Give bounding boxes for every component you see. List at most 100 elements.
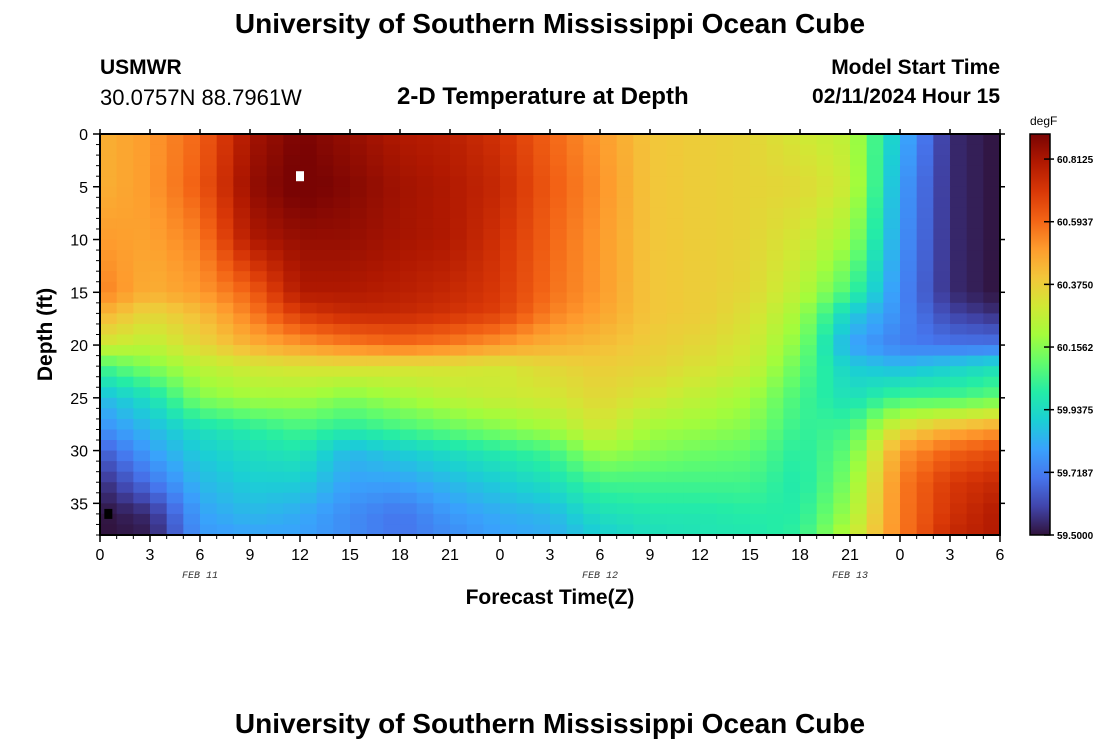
heatmap-cell (500, 440, 518, 452)
heatmap-cell (216, 440, 234, 452)
heatmap-cell (983, 144, 1001, 156)
heatmap-cell (283, 323, 301, 336)
heatmap-cell (300, 144, 318, 156)
heatmap-cell (716, 408, 734, 420)
heatmap-cell (200, 461, 218, 473)
heatmap-cell (983, 271, 1001, 283)
heatmap-cell (433, 271, 451, 283)
heatmap-cell (416, 450, 434, 462)
heatmap-cell (483, 492, 501, 504)
heatmap (100, 134, 1001, 536)
heatmap-cell (666, 482, 684, 494)
heatmap-cell (133, 292, 151, 304)
heatmap-cell (366, 524, 384, 536)
heatmap-cell (133, 302, 151, 314)
heatmap-cell (716, 513, 734, 526)
white-marker (296, 171, 304, 182)
heatmap-cell (250, 418, 268, 431)
heatmap-cell (433, 408, 451, 420)
heatmap-cell (333, 218, 351, 230)
heatmap-cell (333, 440, 351, 452)
heatmap-cell (416, 176, 434, 188)
heatmap-cell (750, 313, 768, 325)
heatmap-cell (450, 323, 468, 336)
heatmap-cell (266, 186, 284, 198)
heatmap-cell (516, 334, 534, 346)
heatmap-cell (766, 228, 784, 241)
heatmap-cell (433, 250, 451, 262)
heatmap-cell (233, 482, 251, 494)
heatmap-cell (616, 134, 634, 146)
heatmap-cell (516, 134, 534, 146)
heatmap-cell (116, 323, 134, 336)
heatmap-cell (683, 482, 701, 494)
heatmap-cell (300, 281, 318, 293)
heatmap-cell (733, 513, 751, 526)
heatmap-cell (433, 429, 451, 441)
heatmap-cell (700, 271, 718, 283)
heatmap-cell (750, 408, 768, 420)
heatmap-cell (533, 271, 551, 283)
heatmap-cell (466, 376, 484, 388)
heatmap-cell (666, 144, 684, 156)
heatmap-cell (933, 144, 951, 156)
heatmap-cell (833, 250, 851, 262)
heatmap-cell (750, 228, 768, 241)
heatmap-cell (433, 281, 451, 293)
heatmap-cell (983, 281, 1001, 293)
heatmap-cell (883, 513, 901, 526)
heatmap-cell (416, 313, 434, 325)
heatmap-cell (250, 429, 268, 441)
heatmap-cell (150, 482, 168, 494)
heatmap-cell (150, 228, 168, 241)
heatmap-cell (650, 376, 668, 388)
heatmap-cell (516, 176, 534, 188)
heatmap-cell (716, 292, 734, 304)
heatmap-cell (516, 440, 534, 452)
heatmap-cell (450, 218, 468, 230)
heatmap-cell (700, 440, 718, 452)
heatmap-cell (916, 492, 934, 504)
heatmap-cell (816, 355, 834, 367)
heatmap-cell (433, 450, 451, 462)
heatmap-cell (983, 228, 1001, 241)
heatmap-cell (216, 524, 234, 536)
heatmap-cell (716, 345, 734, 357)
heatmap-cell (550, 218, 568, 230)
heatmap-cell (833, 440, 851, 452)
heatmap-cell (783, 313, 801, 325)
heatmap-cell (633, 292, 651, 304)
heatmap-cell (333, 366, 351, 378)
heatmap-cell (150, 387, 168, 399)
heatmap-cell (366, 197, 384, 209)
heatmap-cell (250, 271, 268, 283)
heatmap-cell (766, 186, 784, 198)
heatmap-cell (466, 513, 484, 526)
heatmap-cell (350, 165, 368, 177)
heatmap-cell (533, 461, 551, 473)
heatmap-cell (166, 492, 184, 504)
heatmap-cell (533, 302, 551, 314)
heatmap-cell (266, 471, 284, 483)
heatmap-cell (433, 323, 451, 336)
heatmap-cell (516, 376, 534, 388)
heatmap-cell (583, 397, 601, 409)
heatmap-cell (283, 176, 301, 188)
heatmap-cell (816, 239, 834, 251)
heatmap-cell (366, 155, 384, 167)
heatmap-cell (166, 176, 184, 188)
heatmap-cell (766, 471, 784, 483)
heatmap-cell (766, 440, 784, 452)
heatmap-cell (166, 482, 184, 494)
heatmap-cell (100, 334, 118, 346)
heatmap-cell (816, 134, 834, 146)
heatmap-cell (333, 397, 351, 409)
heatmap-cell (500, 366, 518, 378)
heatmap-cell (366, 271, 384, 283)
heatmap-cell (966, 281, 984, 293)
heatmap-cell (650, 292, 668, 304)
heatmap-cell (766, 513, 784, 526)
heatmap-cell (433, 207, 451, 220)
heatmap-cell (300, 313, 318, 325)
heatmap-cell (850, 418, 868, 431)
